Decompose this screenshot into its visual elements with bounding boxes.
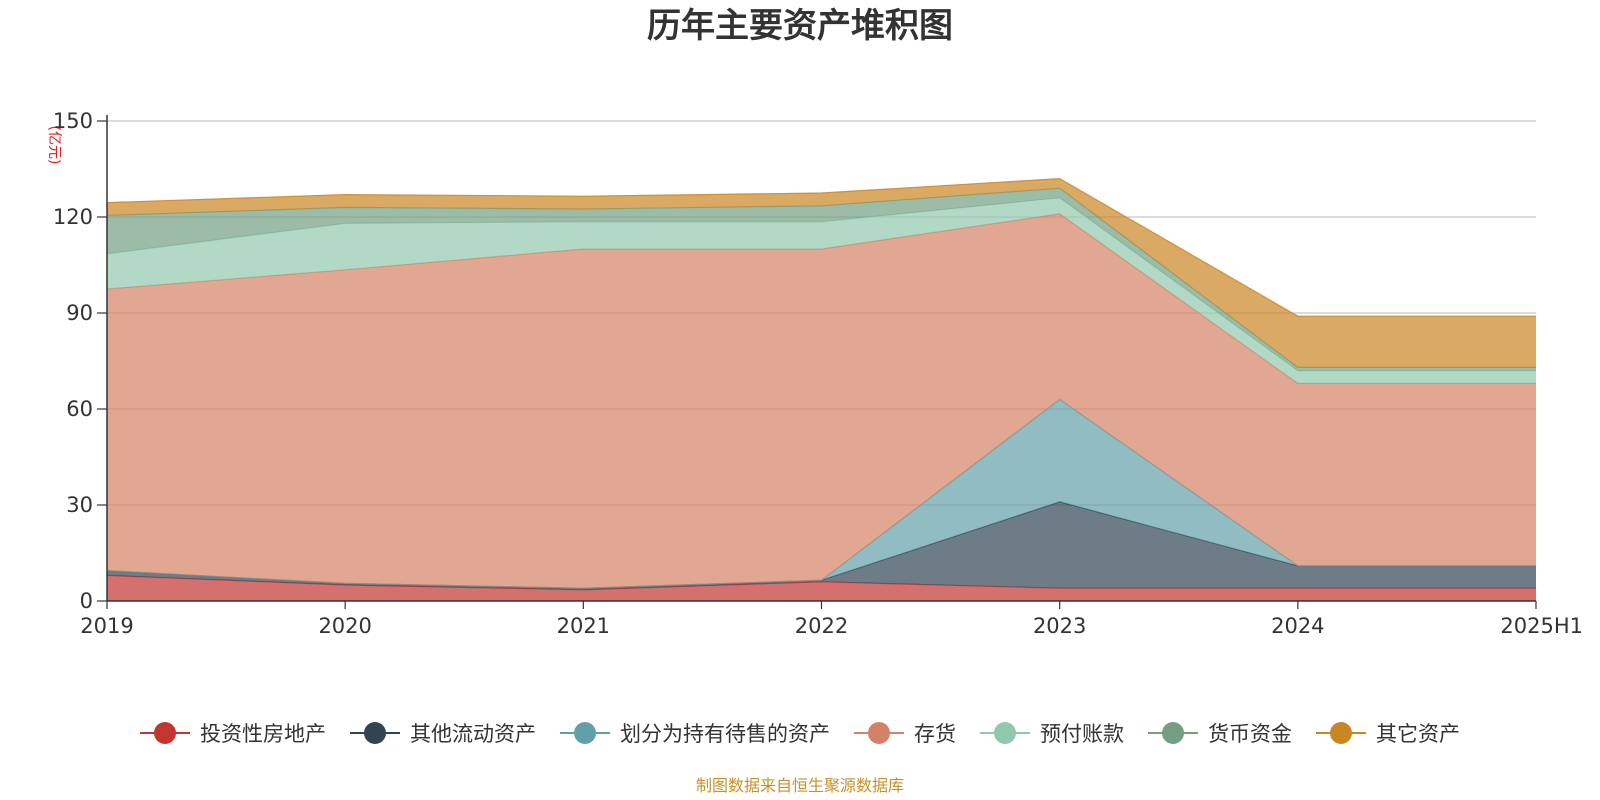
chart-title: 历年主要资产堆积图 bbox=[647, 6, 953, 46]
x-tick-label: 2019 bbox=[80, 614, 133, 638]
legend-item-7[interactable]: 其它资产 bbox=[1316, 722, 1460, 746]
legend-marker bbox=[868, 722, 890, 744]
area-7 bbox=[107, 178, 1536, 368]
area-series bbox=[106, 177, 1536, 601]
area-1 bbox=[107, 575, 1536, 601]
y-tick-label: 0 bbox=[80, 589, 93, 613]
legend-item-1[interactable]: 投资性房地产 bbox=[140, 722, 326, 746]
y-tick-label: 120 bbox=[53, 205, 93, 229]
area-2 bbox=[107, 501, 1536, 590]
legend-label: 其它资产 bbox=[1376, 722, 1460, 746]
y-tick-label: 30 bbox=[66, 493, 93, 517]
area-4 bbox=[107, 213, 1536, 589]
y-tick-label: 90 bbox=[66, 301, 93, 325]
legend-label: 划分为持有待售的资产 bbox=[620, 722, 830, 746]
x-tick-label: 2023 bbox=[1033, 614, 1086, 638]
legend-label: 货币资金 bbox=[1208, 722, 1292, 746]
legend-label: 其他流动资产 bbox=[410, 722, 536, 746]
x-tick-label: 2024 bbox=[1271, 614, 1324, 638]
legend-marker bbox=[154, 722, 176, 744]
legend-label: 投资性房地产 bbox=[200, 722, 326, 746]
area-5 bbox=[107, 197, 1536, 384]
legend-item-2[interactable]: 其他流动资产 bbox=[350, 722, 536, 746]
legend-item-3[interactable]: 划分为持有待售的资产 bbox=[560, 722, 830, 746]
legend-marker bbox=[994, 722, 1016, 744]
legend-marker bbox=[1330, 722, 1352, 744]
legend-item-4[interactable]: 存货 bbox=[854, 722, 956, 746]
legend-label: 存货 bbox=[914, 722, 956, 746]
x-tick-label: 2022 bbox=[795, 614, 848, 638]
legend-item-6[interactable]: 货币资金 bbox=[1148, 722, 1292, 746]
y-tick-label: 60 bbox=[66, 397, 93, 421]
y-axis-unit-label: (亿元) bbox=[46, 126, 62, 165]
y-tick-label: 150 bbox=[53, 109, 93, 133]
legend-label: 预付账款 bbox=[1040, 722, 1124, 746]
legend-marker bbox=[364, 722, 386, 744]
x-tick-label: 2025H1 bbox=[1500, 614, 1583, 638]
legend[interactable]: 投资性房地产 其他流动资产 划分为持有待售的资产 存货 预付账款 货币资金 其它资产 bbox=[140, 722, 1460, 746]
x-tick-label: 2020 bbox=[318, 614, 371, 638]
legend-item-5[interactable]: 预付账款 bbox=[980, 722, 1124, 746]
axes: 0 30 60 90 120 150 2019 2020 2021 2022 2023 2024 202… bbox=[53, 109, 1583, 638]
x-tick-label: 2021 bbox=[557, 614, 610, 638]
area-line-7 bbox=[106, 177, 1536, 317]
legend-marker bbox=[1162, 722, 1184, 744]
legend-marker bbox=[574, 722, 596, 744]
source-note: 制图数据来自恒生聚源数据库 bbox=[696, 776, 904, 795]
